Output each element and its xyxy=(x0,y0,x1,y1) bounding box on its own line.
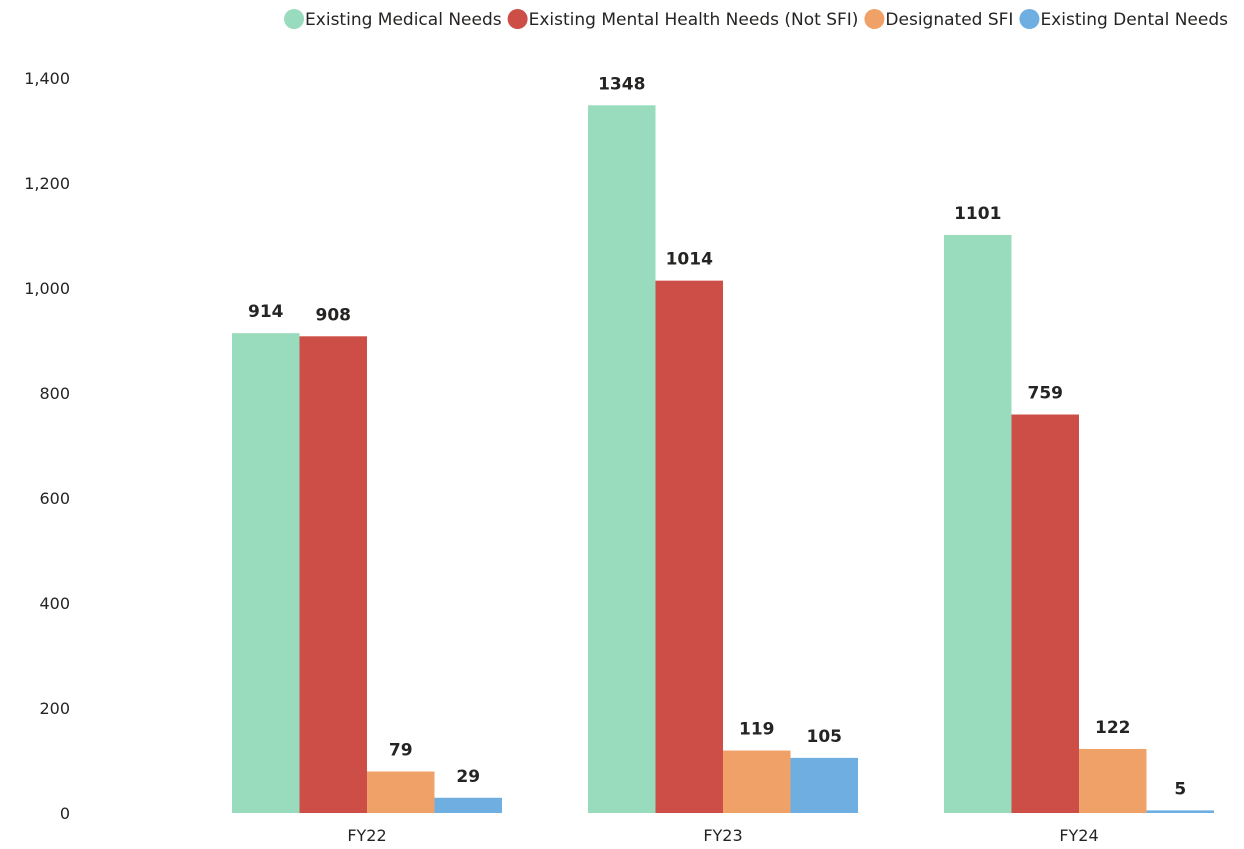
data-label: 914 xyxy=(248,302,284,322)
bar-fy23-series-0[interactable] xyxy=(588,105,656,814)
legend-item[interactable]: Existing Medical Needs xyxy=(284,9,502,30)
data-label: 1014 xyxy=(666,250,713,270)
y-tick-label: 1,200 xyxy=(24,174,70,193)
bar-fy22-series-3[interactable] xyxy=(434,797,503,813)
x-axis: FY22 FY23 FY24 xyxy=(347,826,1098,845)
legend-marker-icon xyxy=(507,9,528,29)
bar-fy23-series-3[interactable] xyxy=(790,757,859,813)
data-label: 908 xyxy=(316,305,352,325)
bar-fy22-series-1[interactable] xyxy=(299,336,368,813)
bar-fy24-series-2[interactable] xyxy=(1079,748,1147,813)
bar-series-group xyxy=(232,105,1215,814)
legend-item[interactable]: Existing Dental Needs xyxy=(1019,9,1228,30)
legend-label: Existing Medical Needs xyxy=(305,10,502,30)
data-label: 1101 xyxy=(954,204,1001,224)
y-tick-label: 800 xyxy=(39,384,70,403)
legend-marker-icon xyxy=(284,9,305,29)
data-label: 122 xyxy=(1095,718,1131,738)
data-label: 759 xyxy=(1028,384,1064,404)
y-tick-label: 400 xyxy=(39,594,70,613)
y-tick-label: 600 xyxy=(39,489,70,508)
bar-fy22-series-2[interactable] xyxy=(367,771,435,813)
data-label: 105 xyxy=(807,727,843,747)
legend-item[interactable]: Existing Mental Health Needs (Not SFI) xyxy=(507,9,859,30)
legend-label: Existing Dental Needs xyxy=(1040,10,1228,30)
legend-marker-icon xyxy=(864,9,885,29)
y-tick-label: 0 xyxy=(60,804,70,823)
x-tick-label: FY24 xyxy=(1059,826,1098,845)
x-tick-label: FY23 xyxy=(703,826,742,845)
legend-item[interactable]: Designated SFI xyxy=(864,9,1013,30)
bar-fy24-series-3[interactable] xyxy=(1146,810,1215,813)
y-tick-label: 1,400 xyxy=(24,69,70,88)
bar-fy23-series-2[interactable] xyxy=(723,750,791,813)
data-label: 29 xyxy=(456,767,480,787)
bar-fy24-series-1[interactable] xyxy=(1011,414,1080,813)
bar-fy23-series-1[interactable] xyxy=(655,280,724,813)
data-label: 1348 xyxy=(598,74,645,94)
y-tick-label: 1,000 xyxy=(24,279,70,298)
legend-marker-icon xyxy=(1019,9,1040,29)
chart-legend: Existing Medical Needs Existing Mental He… xyxy=(284,9,1228,30)
legend-label: Designated SFI xyxy=(885,10,1013,30)
y-tick-label: 200 xyxy=(39,699,70,718)
data-label: 5 xyxy=(1174,779,1186,799)
bar-fy24-series-0[interactable] xyxy=(944,234,1012,814)
x-tick-label: FY22 xyxy=(347,826,386,845)
data-label: 79 xyxy=(389,741,413,761)
y-axis: 0 200 400 600 800 1,000 1,200 1,400 xyxy=(24,69,70,823)
data-label-group: 914 908 79 29 1348 1014 119 105 1101 759 122 5 xyxy=(248,74,1186,799)
data-label: 119 xyxy=(739,720,775,740)
bar-fy22-series-0[interactable] xyxy=(232,333,300,813)
legend-label: Existing Mental Health Needs (Not SFI) xyxy=(529,10,859,30)
